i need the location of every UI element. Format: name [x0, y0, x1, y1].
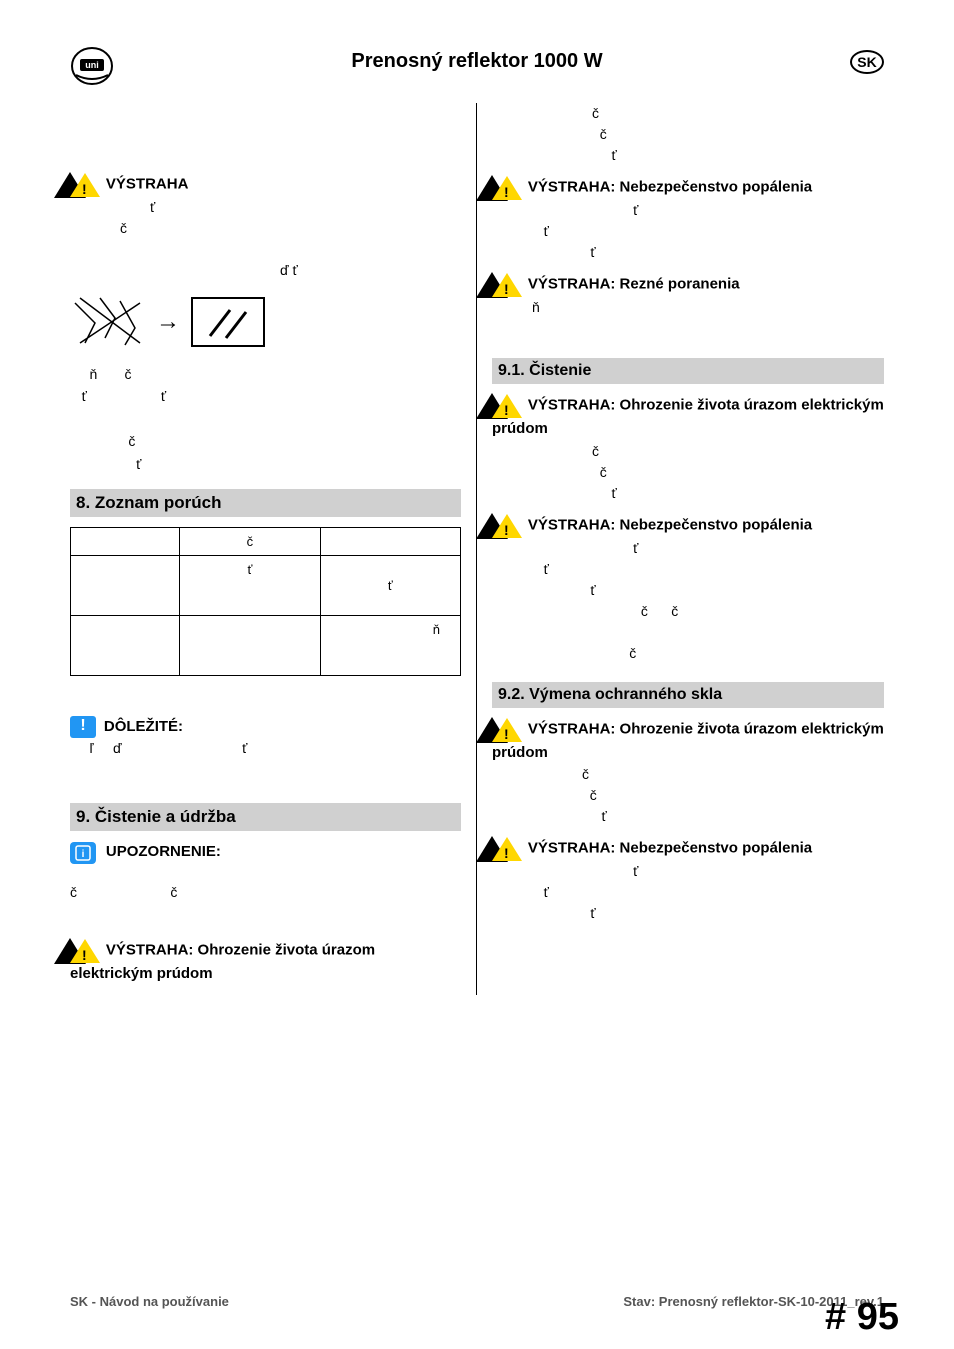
warning-title: VÝSTRAHA: Nebezpečenstvo popálenia — [528, 840, 812, 857]
intact-glass-icon — [190, 296, 266, 348]
content-columns: VÝSTRAHA ť č ď ť → ň č ť — [70, 103, 884, 995]
warning-elec-block: VÝSTRAHA: Ohrozenie života úrazom elektr… — [492, 394, 884, 504]
broken-glass-icon — [70, 293, 146, 351]
column-left: VÝSTRAHA ť č ď ť → ň č ť — [70, 103, 477, 995]
warning-title: VÝSTRAHA: Ohrozenie života úrazom elektr… — [492, 397, 884, 437]
warning-icon — [492, 514, 522, 538]
warning-icon — [70, 939, 100, 963]
footer-left: SK - Návod na používanie — [70, 1294, 229, 1309]
page-header: uni Prenosný reflektor 1000 W SK — [70, 50, 884, 73]
table-row: ť ť — [71, 555, 461, 615]
warning-title: VÝSTRAHA: Ohrozenie života úrazom elektr… — [492, 720, 884, 760]
svg-text:i: i — [82, 849, 85, 860]
warning-burn-block: VÝSTRAHA: Nebezpečenstvo popálenia ť ť ť… — [492, 514, 884, 664]
language-badge: SK — [850, 50, 884, 74]
important-block: ! DÔLEŽITÉ: ľ ď ť — [70, 716, 461, 760]
warning-burn-block: VÝSTRAHA: Nebezpečenstvo popálenia ť ť ť — [492, 176, 884, 263]
arrow-icon: → — [156, 308, 180, 336]
important-icon: ! — [70, 716, 96, 738]
page-title: Prenosný reflektor 1000 W — [351, 50, 602, 73]
warning-icon — [492, 394, 522, 418]
warning-icon — [492, 837, 522, 861]
important-title: DÔLEŽITÉ: — [104, 718, 183, 735]
warning-icon — [492, 176, 522, 200]
warning-title: VÝSTRAHA: Ohrozenie života úrazom elektr… — [70, 942, 375, 982]
page-footer: SK - Návod na používanie Stav: Prenosný … — [70, 1294, 884, 1309]
warning-icon — [70, 173, 100, 197]
column-right: č č ť VÝSTRAHA: Nebezpečenstvo popálenia… — [477, 103, 884, 995]
brand-logo-icon: uni — [70, 45, 114, 87]
warning-icon — [492, 273, 522, 297]
warning-title: VÝSTRAHA — [106, 176, 189, 193]
svg-text:uni: uni — [85, 60, 99, 70]
info-icon: i — [70, 842, 96, 864]
warning-elec-block: VÝSTRAHA: Ohrozenie života úrazom elektr… — [492, 718, 884, 828]
section-9-2-heading: 9.2. Výmena ochranného skla — [492, 682, 884, 708]
table-row: č — [71, 527, 461, 555]
warning-title: VÝSTRAHA: Rezné poranenia — [528, 276, 740, 293]
body-chars: č č ť — [592, 103, 884, 166]
diagram-caption: ň č ť ť č ť — [70, 363, 461, 475]
warning-block: VÝSTRAHA ť č ď ť — [70, 173, 461, 281]
section-9-heading: 9. Čistenie a údržba — [70, 803, 461, 831]
warning-title: VÝSTRAHA: Nebezpečenstvo popálenia — [528, 516, 812, 533]
page-number: # 95 — [825, 1296, 899, 1339]
section-9-1-heading: 9.1. Čistenie — [492, 358, 884, 384]
glass-diagram: → — [70, 293, 461, 351]
warning-body: ť č ď ť — [70, 197, 461, 281]
warning-cut-block: VÝSTRAHA: Rezné poranenia ň — [492, 273, 884, 318]
section-8-heading: 8. Zoznam porúch — [70, 489, 461, 517]
table-row: ň — [71, 615, 461, 675]
warning-block: VÝSTRAHA: Ohrozenie života úrazom elektr… — [70, 939, 461, 986]
warning-burn-block: VÝSTRAHA: Nebezpečenstvo popálenia ť ť ť — [492, 837, 884, 924]
fault-table: č ť ť ň — [70, 527, 461, 676]
warning-title: VÝSTRAHA: Nebezpečenstvo popálenia — [528, 179, 812, 196]
notice-title: UPOZORNENIE: — [106, 843, 221, 860]
notice-block: i UPOZORNENIE: č č — [70, 841, 461, 903]
warning-icon — [492, 718, 522, 742]
